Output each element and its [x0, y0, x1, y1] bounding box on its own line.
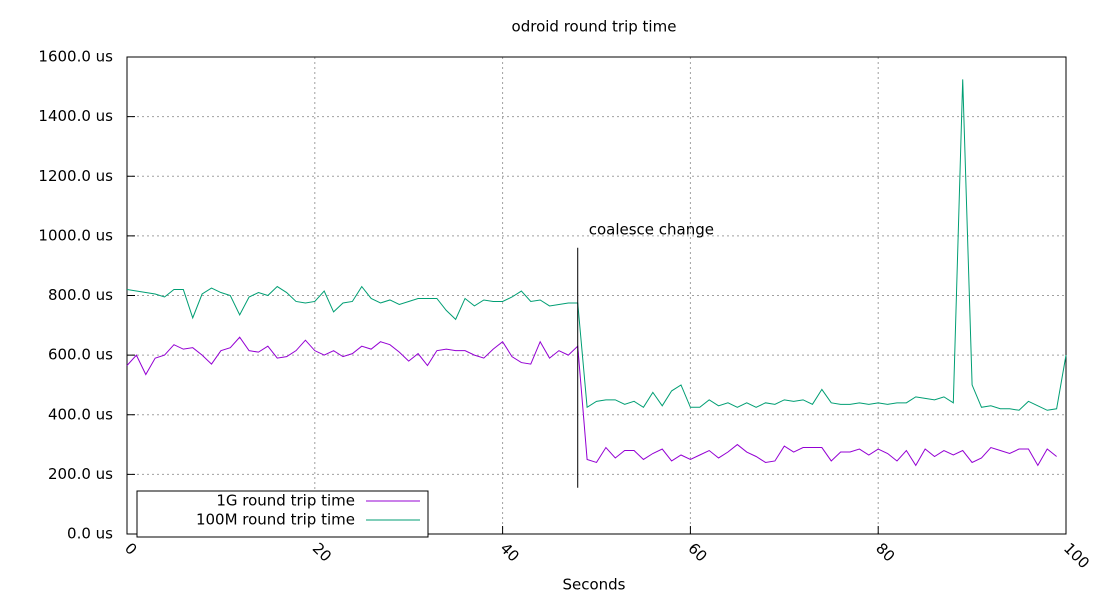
series-line: [126, 79, 1067, 411]
x-tick-label: 40: [497, 539, 523, 565]
annotation-text: coalesce change: [589, 220, 714, 238]
y-tick-label: 1200.0 us: [38, 167, 113, 185]
y-tick-label: 800.0 us: [48, 286, 113, 304]
y-tick-label: 600.0 us: [48, 346, 113, 364]
y-tick-label: 200.0 us: [48, 465, 113, 483]
x-tick-label: 80: [872, 539, 898, 565]
y-tick-label: 400.0 us: [48, 405, 113, 423]
x-tick-label: 100: [1060, 539, 1093, 572]
x-tick-label: 0: [121, 539, 140, 558]
plot-frame: [126, 56, 1067, 535]
legend-label: 100M round trip time: [196, 511, 355, 529]
series-line: [126, 336, 1057, 467]
x-tick-label: 20: [309, 539, 335, 565]
y-tick-label: 1000.0 us: [38, 226, 113, 244]
x-axis-label: Seconds: [562, 576, 625, 594]
x-tick-label: 60: [684, 539, 710, 565]
y-tick-label: 1600.0 us: [38, 48, 113, 66]
legend-label: 1G round trip time: [216, 492, 355, 510]
y-tick-label: 0.0 us: [67, 525, 113, 543]
chart-title: odroid round trip time: [512, 18, 677, 36]
y-tick-label: 1400.0 us: [38, 107, 113, 125]
legend-box: [136, 490, 429, 538]
